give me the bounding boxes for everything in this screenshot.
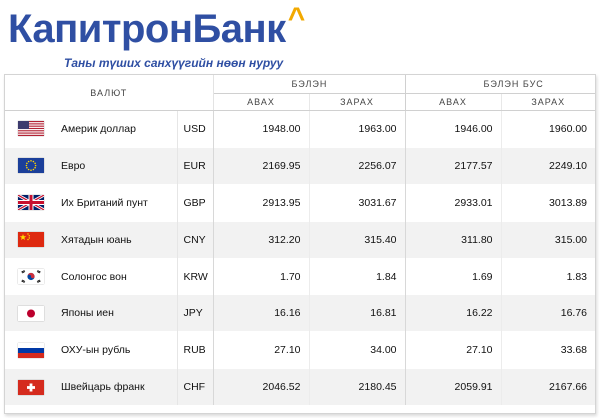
bank-logo[interactable]: КапитронБанк^ Таны түших санхүүгийн нөөн… (8, 4, 305, 74)
noncash-buy-rate: 2059.91 (404, 368, 502, 406)
cash-sell-rate: 1963.00 (308, 110, 406, 148)
currency-code: GBP (176, 183, 213, 222)
currency-code: EUR (176, 146, 213, 185)
table-row: Евро EUR 2169.95 2256.07 2177.57 2249.10 (5, 146, 595, 185)
table-row: Швейцарь франк CHF 2046.52 2180.45 2059.… (5, 368, 595, 406)
brand-name-part1: Капитрон (8, 7, 193, 51)
noncash-sell-rate: 33.68 (500, 331, 595, 369)
header-cash-buy: АВАХ (212, 93, 309, 111)
jp-flag-icon (18, 305, 44, 321)
noncash-buy-rate: 16.22 (404, 294, 502, 332)
currency-name: Солонгос вон (57, 257, 177, 295)
eu-flag-icon (18, 158, 44, 174)
currency-name: Японы иен (57, 294, 177, 332)
currency-code: RUB (176, 331, 213, 369)
header-noncash-group: БЭЛЭН БУС (404, 75, 595, 94)
cash-buy-rate: 16.16 (212, 294, 309, 332)
noncash-sell-rate: 2249.10 (500, 146, 595, 185)
cash-sell-rate: 2180.45 (308, 368, 406, 406)
cash-buy-rate: 2046.52 (212, 368, 309, 406)
cash-buy-rate: 312.20 (212, 220, 309, 259)
header-cash-sell: ЗАРАХ (308, 93, 406, 111)
caret-icon: ^ (287, 2, 306, 35)
exchange-rate-panel: ВАЛЮТ БЭЛЭН БЭЛЭН БУС АВАХ ЗАРАХ АВАХ ЗА… (4, 74, 596, 414)
currency-name: Их Британий пунт (57, 183, 177, 222)
cash-sell-rate: 34.00 (308, 331, 406, 369)
cash-buy-rate: 2169.95 (212, 146, 309, 185)
cash-sell-rate: 1.84 (308, 257, 406, 295)
us-flag-icon (18, 121, 44, 137)
table-row: Их Британий пунт GBP 2913.95 3031.67 293… (5, 183, 595, 222)
ru-flag-icon (18, 342, 44, 358)
currency-code: KRW (176, 257, 213, 295)
cash-sell-rate: 315.40 (308, 220, 406, 259)
header-noncash-buy: АВАХ (404, 93, 502, 111)
header-currency: ВАЛЮТ (5, 75, 214, 111)
cash-sell-rate: 16.81 (308, 294, 406, 332)
cn-flag-icon (18, 232, 44, 248)
header-noncash-sell: ЗАРАХ (500, 93, 595, 111)
noncash-buy-rate: 1.69 (404, 257, 502, 295)
table-row: Хятадын юань CNY 312.20 315.40 311.80 31… (5, 220, 595, 259)
currency-code: CNY (176, 220, 213, 259)
brand-name: КапитронБанк^ (8, 2, 306, 52)
table-row: Японы иен JPY 16.16 16.81 16.22 16.76 (5, 294, 595, 332)
currency-code: JPY (176, 294, 213, 332)
ch-flag-icon (18, 379, 44, 395)
noncash-buy-rate: 311.80 (404, 220, 502, 259)
brand-name-part2: Банк (192, 7, 287, 51)
uk-flag-icon (18, 195, 44, 211)
table-row: ОХУ-ын рубль RUB 27.10 34.00 27.10 33.68 (5, 331, 595, 369)
cash-sell-rate: 2256.07 (308, 146, 406, 185)
table-row: Америк доллар USD 1948.00 1963.00 1946.0… (5, 110, 595, 148)
noncash-buy-rate: 2177.57 (404, 146, 502, 185)
table-row: Солонгос вон KRW 1.70 1.84 1.69 1.83 (5, 257, 595, 295)
noncash-sell-rate: 3013.89 (500, 183, 595, 222)
cash-buy-rate: 27.10 (212, 331, 309, 369)
currency-code: USD (176, 110, 213, 148)
kr-flag-icon (18, 269, 44, 284)
currency-name: ОХУ-ын рубль (57, 331, 177, 369)
exchange-rate-table: ВАЛЮТ БЭЛЭН БЭЛЭН БУС АВАХ ЗАРАХ АВАХ ЗА… (5, 75, 595, 406)
noncash-sell-rate: 1.83 (500, 257, 595, 295)
currency-name: Швейцарь франк (57, 368, 177, 406)
header-cash-group: БЭЛЭН (212, 75, 406, 94)
noncash-buy-rate: 1946.00 (404, 110, 502, 148)
cash-buy-rate: 2913.95 (212, 183, 309, 222)
cash-buy-rate: 1948.00 (212, 110, 309, 148)
currency-name: Хятадын юань (57, 220, 177, 259)
noncash-buy-rate: 2933.01 (404, 183, 502, 222)
noncash-sell-rate: 315.00 (500, 220, 595, 259)
currency-code: CHF (176, 368, 213, 406)
noncash-sell-rate: 2167.66 (500, 368, 595, 406)
cash-sell-rate: 3031.67 (308, 183, 406, 222)
cash-buy-rate: 1.70 (212, 257, 309, 295)
noncash-sell-rate: 1960.00 (500, 110, 595, 148)
currency-name: Евро (57, 146, 177, 185)
noncash-sell-rate: 16.76 (500, 294, 595, 332)
noncash-buy-rate: 27.10 (404, 331, 502, 369)
currency-name: Америк доллар (57, 110, 177, 148)
header-currency-label: ВАЛЮТ (90, 87, 128, 98)
brand-slogan: Таны түших санхүүгийн нөөн нуруу (64, 56, 284, 70)
